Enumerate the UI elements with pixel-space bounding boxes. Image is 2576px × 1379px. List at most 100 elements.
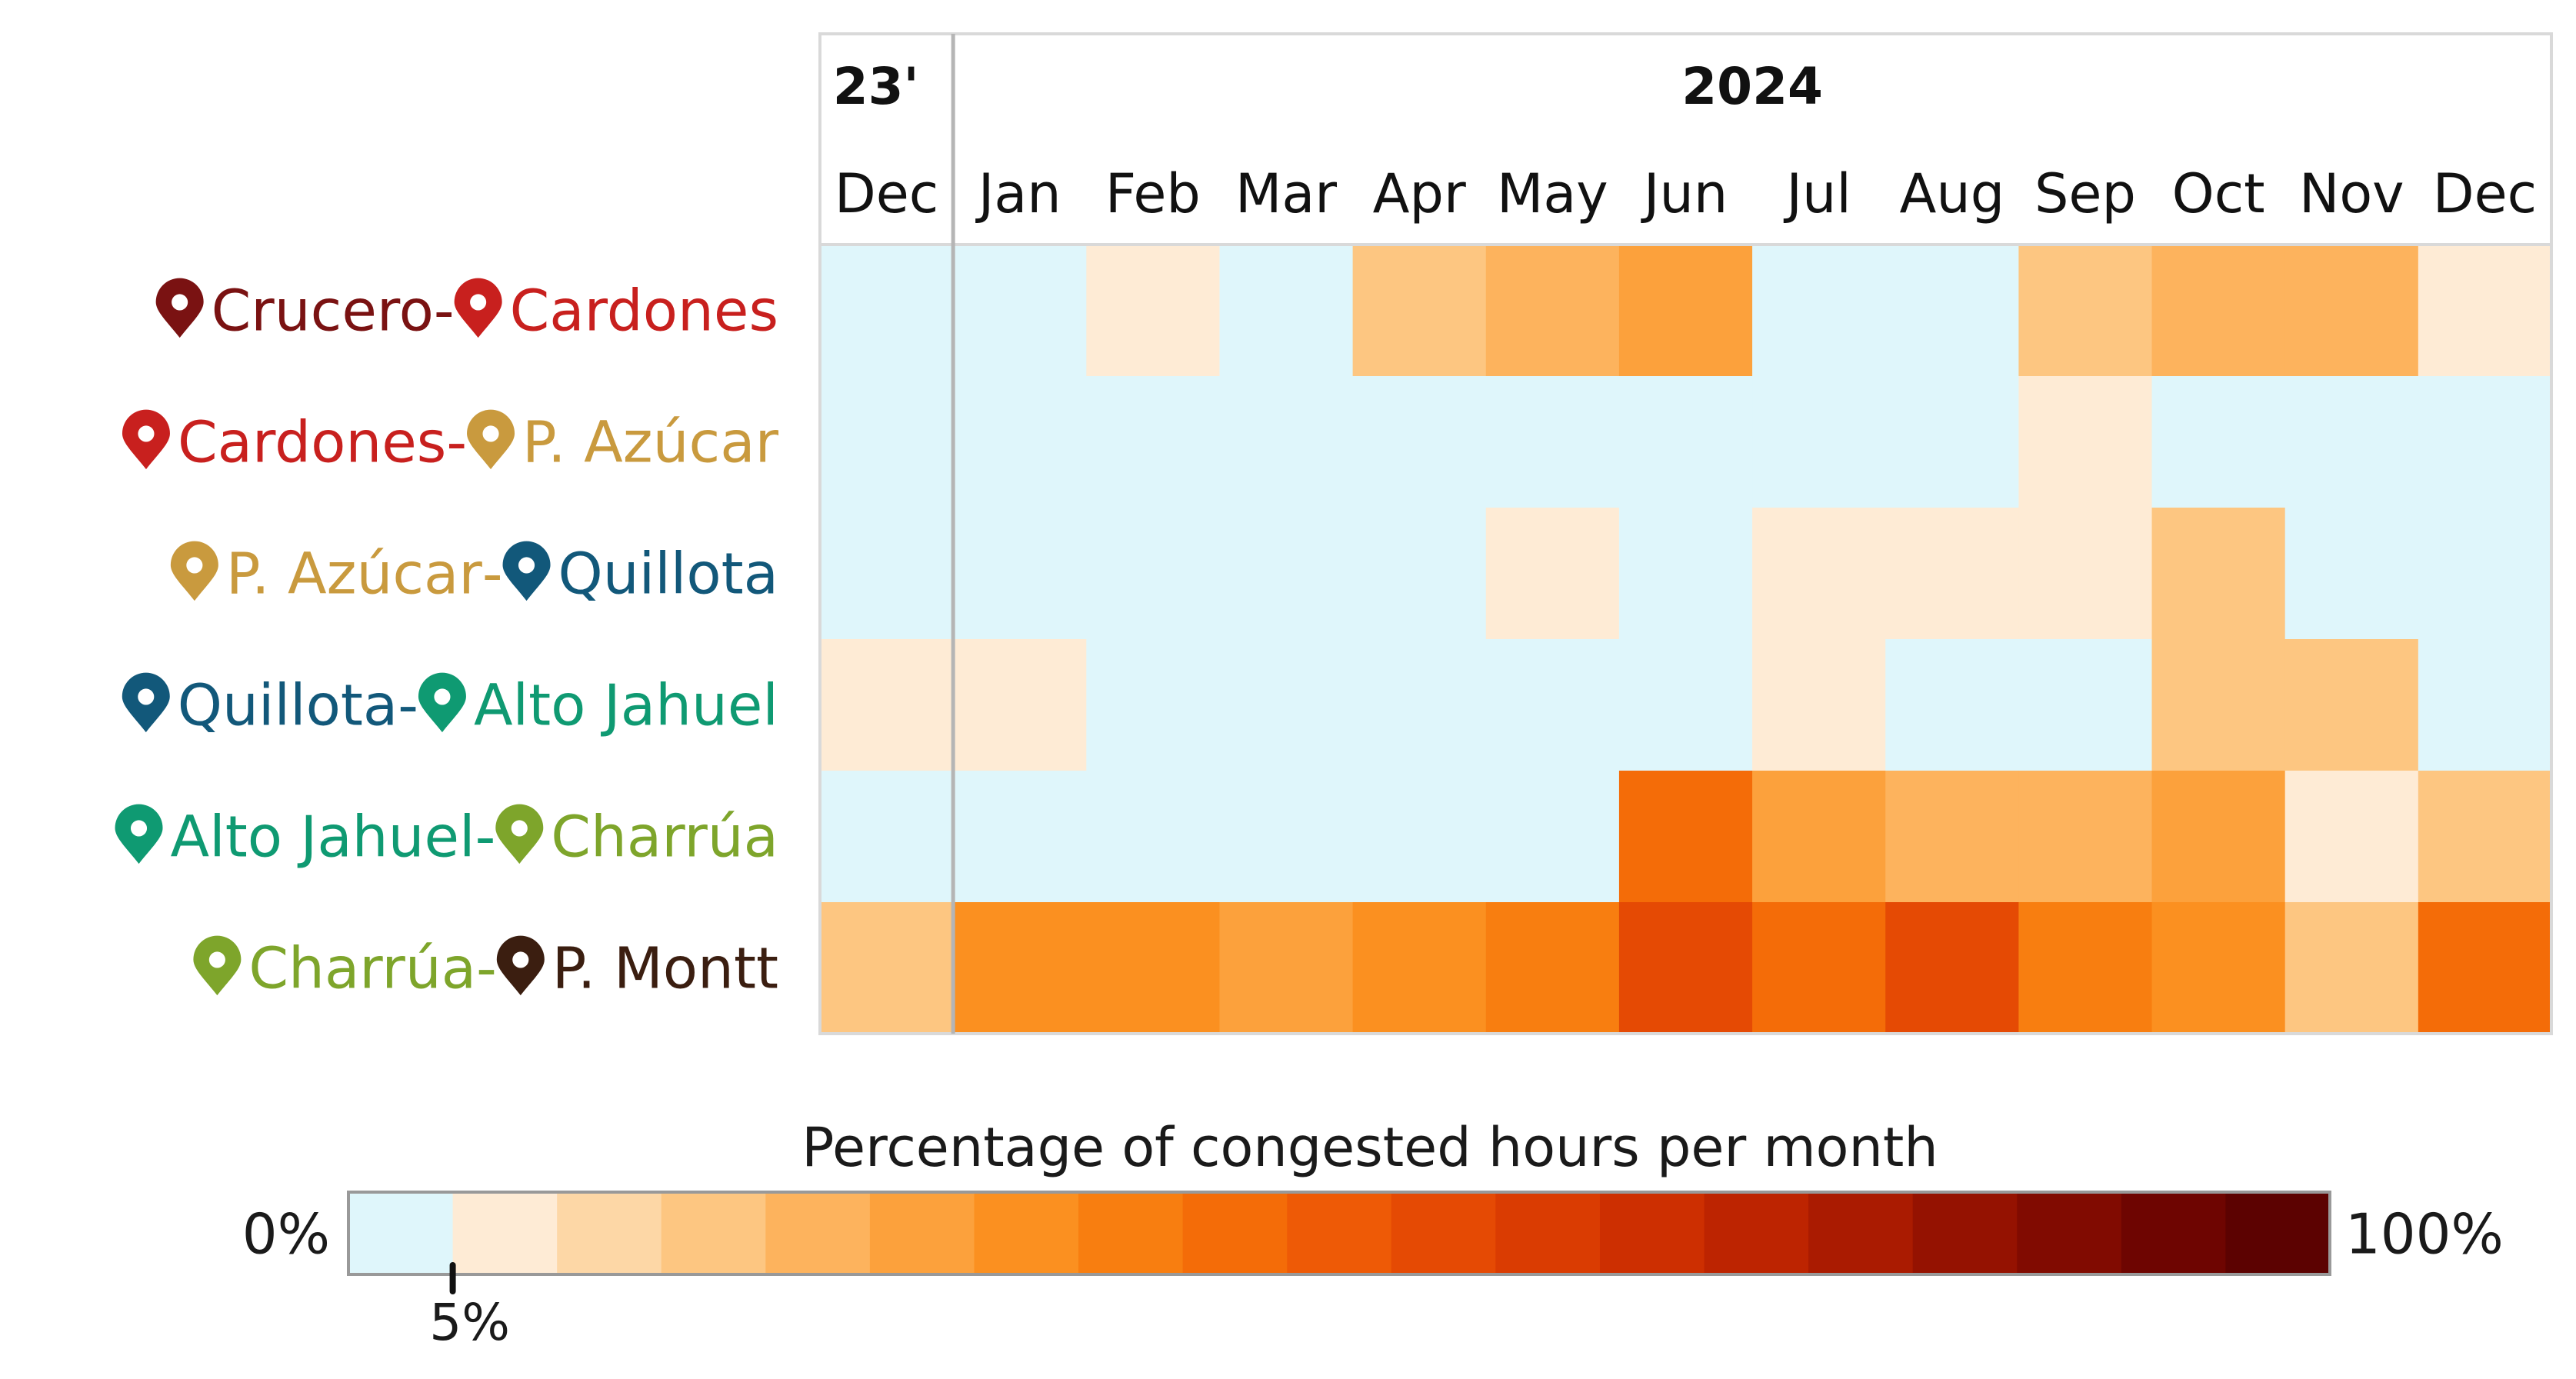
heatmap-cell: [820, 902, 954, 1034]
location-pin-hole: [138, 688, 155, 705]
corridor-from-name: Crucero: [212, 278, 434, 344]
legend-swatch: [1078, 1192, 1184, 1274]
legend-swatch: [1182, 1192, 1288, 1274]
heatmap-cell: [2284, 639, 2419, 771]
heatmap-cell: [2418, 508, 2552, 640]
legend-swatch: [1704, 1192, 1809, 1274]
heatmap-cell: [2018, 902, 2153, 1034]
heatmap-cell: [1885, 639, 2019, 771]
corridor-label-1: Crucero - Cardones: [155, 278, 778, 344]
heatmap-cell: [953, 508, 1087, 640]
legend-swatch: [1808, 1192, 1914, 1274]
heatmap-cell: [1086, 245, 1221, 377]
legend-bar-frame: [347, 1191, 2331, 1276]
heatmap-cell: [953, 771, 1087, 903]
legend-swatch: [2225, 1192, 2331, 1274]
month-label: Oct: [2172, 162, 2265, 225]
corridor-separator: -: [446, 409, 467, 475]
heatmap-cell: [1485, 639, 1620, 771]
legend-swatch: [1391, 1192, 1496, 1274]
legend-swatch: [974, 1192, 1079, 1274]
heatmap-cell: [1352, 771, 1487, 903]
heatmap-cell: [2284, 508, 2419, 640]
month-label: Mar: [1235, 162, 1337, 225]
corridor-to-name: P. Montt: [552, 935, 778, 1001]
corridor-label-4: Quillota - Alto Jahuel: [122, 672, 778, 738]
heatmap-cell: [1618, 376, 1753, 508]
heatmap-cell: [1885, 245, 2019, 377]
location-pin-hole: [512, 951, 529, 968]
legend-swatch: [869, 1192, 975, 1274]
legend-swatch: [661, 1192, 766, 1274]
corridor-from-name: Quillota: [178, 672, 398, 738]
chart-header: 23' 2024 Dec Jan Feb Mar Apr May Jun Jul Aug Sep Oct…: [818, 32, 2553, 246]
heatmap-cell: [820, 245, 954, 377]
location-pin-hole: [518, 557, 535, 574]
heatmap-cell: [1752, 771, 1886, 903]
heatmap-cell: [2018, 508, 2153, 640]
heatmap-cell: [1485, 902, 1620, 1034]
heatmap-cell: [2284, 245, 2419, 377]
month-label: Jun: [1641, 162, 1728, 225]
heatmap-cell: [2418, 245, 2552, 377]
corridor-label-2: Cardones - P. Azúcar: [122, 409, 779, 475]
location-pin-hole: [482, 425, 499, 442]
corridor-separator: -: [398, 672, 418, 738]
heatmap-cell: [1485, 245, 1620, 377]
heatmap-cell: [1086, 508, 1221, 640]
corridor-label-3: P. Azúcar - Quillota: [170, 541, 778, 607]
legend-swatch: [1599, 1192, 1705, 1274]
heatmap-cell: [1352, 245, 1487, 377]
heatmap-cell: [2284, 376, 2419, 508]
location-pin-hole: [138, 425, 155, 442]
month-label: Feb: [1105, 162, 1201, 225]
corridor-from-name: Cardones: [178, 409, 446, 475]
month-label: Sep: [2034, 162, 2136, 225]
heatmap-cell: [2151, 376, 2286, 508]
heatmap-cell: [1752, 245, 1886, 377]
heatmap-cell: [1885, 508, 2019, 640]
legend-title: Percentage of congested hours per month: [801, 1116, 1938, 1179]
legend-swatch: [2017, 1192, 2122, 1274]
heatmap-cell: [1352, 376, 1487, 508]
heatmap-cell: [1219, 245, 1354, 377]
corridor-label-6: Charrúa - P. Montt: [193, 935, 778, 1001]
heatmap-cell: [1618, 508, 1753, 640]
legend-min-label: 0%: [242, 1202, 330, 1267]
heatmap-cell: [2151, 902, 2286, 1034]
corridor-to-name: Cardones: [510, 278, 778, 344]
heatmap-cell: [953, 376, 1087, 508]
heatmap-cell: [1485, 771, 1620, 903]
heatmap-cell: [1752, 508, 1886, 640]
corridor-separator: -: [434, 278, 455, 344]
month-label: Dec: [835, 162, 938, 225]
location-pin-hole: [186, 557, 203, 574]
heatmap-cell: [820, 639, 954, 771]
legend-swatch: [1912, 1192, 2018, 1274]
legend-max-label: 100%: [2345, 1202, 2504, 1267]
header-frame: [818, 32, 2553, 246]
month-label: Apr: [1373, 162, 1466, 225]
corridor-separator: -: [475, 804, 496, 870]
heatmap-cell: [2018, 771, 2153, 903]
heatmap-cell: [953, 245, 1087, 377]
location-pin-hole: [470, 294, 487, 311]
corridor-to-name: Quillota: [558, 541, 778, 607]
heatmap-cell: [1485, 508, 1620, 640]
heatmap-cell: [2151, 508, 2286, 640]
location-pin-hole: [130, 820, 148, 837]
legend-swatch: [557, 1192, 662, 1274]
heatmap-cell: [1086, 902, 1221, 1034]
heatmap-cell: [1618, 245, 1753, 377]
location-pin-hole: [172, 294, 188, 311]
heatmap-cell: [2018, 376, 2153, 508]
grid-frame: [818, 243, 2553, 1035]
month-label: Aug: [1899, 162, 2004, 225]
heatmap-cell: [1086, 639, 1221, 771]
legend-swatch: [348, 1192, 454, 1274]
heatmap-cell: [1219, 771, 1354, 903]
color-legend: Percentage of congested hours per month 0…: [242, 1116, 2504, 1352]
heatmap-cell: [953, 639, 1087, 771]
